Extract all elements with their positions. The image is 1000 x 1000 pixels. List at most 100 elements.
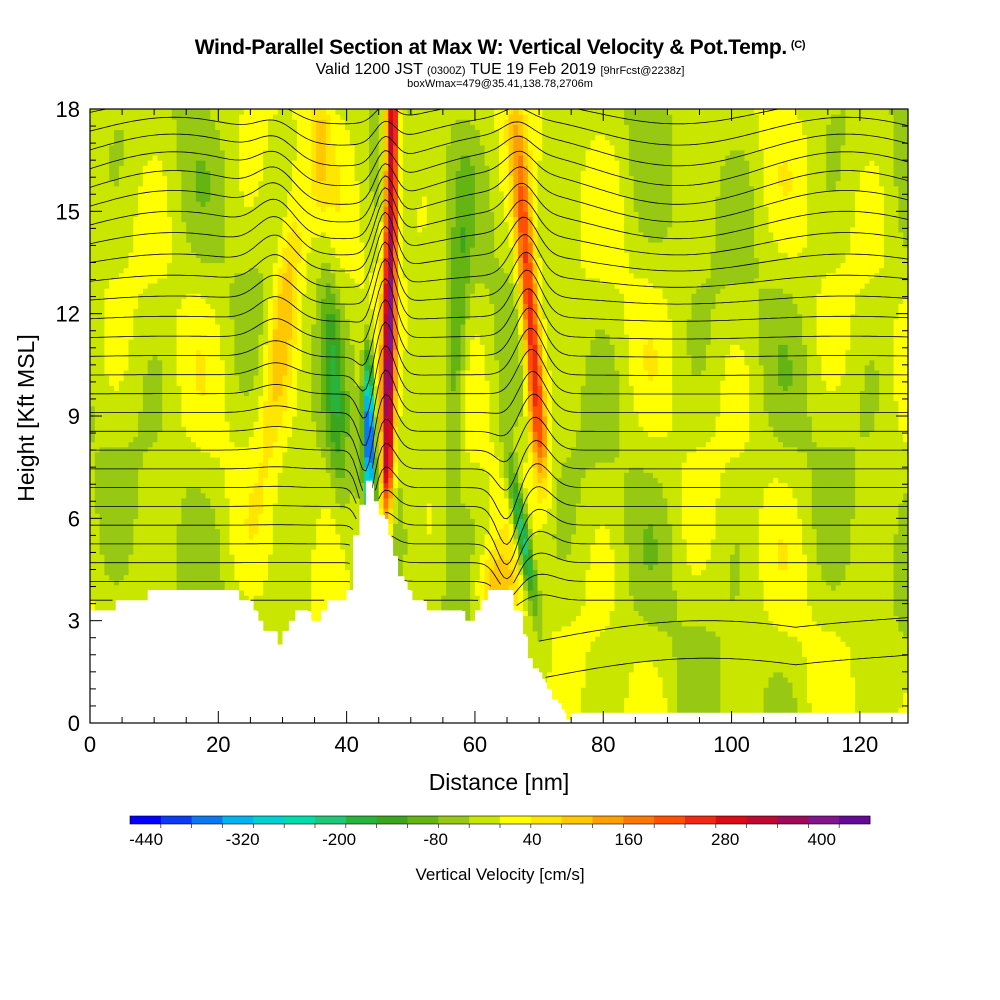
field-cell: [201, 319, 206, 325]
field-cell: [292, 242, 297, 248]
field-cell: [129, 472, 134, 478]
field-cell: [186, 191, 191, 197]
field-cell: [302, 508, 307, 514]
field-cell: [172, 298, 177, 304]
field-cell: [225, 406, 230, 412]
field-cell: [239, 498, 244, 504]
field-cell: [153, 339, 158, 345]
field-cell: [292, 416, 297, 422]
field-cell: [143, 135, 148, 141]
field-cell: [283, 523, 288, 529]
field-cell: [210, 585, 215, 591]
field-cell: [95, 406, 100, 412]
field-cell: [220, 268, 225, 274]
field-cell: [191, 216, 196, 222]
field-cell: [90, 447, 95, 453]
field-cell: [258, 534, 263, 540]
field-cell: [129, 503, 134, 509]
field-cell: [239, 350, 244, 356]
field-cell: [157, 406, 162, 412]
field-cell: [331, 114, 336, 120]
field-cell: [287, 437, 292, 443]
field-cell: [273, 355, 278, 361]
field-cell: [186, 457, 191, 463]
field-cell: [124, 365, 129, 371]
field-cell: [119, 401, 124, 407]
field-cell: [263, 283, 268, 289]
field-cell: [234, 488, 239, 494]
field-cell: [225, 488, 230, 494]
field-cell: [172, 170, 177, 176]
field-cell: [254, 401, 259, 407]
field-cell: [191, 442, 196, 448]
field-cell: [95, 575, 100, 581]
field-cell: [206, 160, 211, 166]
field-cell: [206, 508, 211, 514]
field-cell: [244, 523, 249, 529]
field-cell: [148, 421, 153, 427]
field-cell: [316, 600, 321, 606]
field-cell: [215, 140, 220, 146]
field-cell: [138, 416, 143, 422]
field-cell: [129, 227, 134, 233]
field-cell: [316, 324, 321, 330]
field-cell: [321, 554, 326, 560]
field-cell: [297, 559, 302, 565]
field-cell: [215, 324, 220, 330]
field-cell: [148, 390, 153, 396]
field-cell: [234, 319, 239, 325]
field-cell: [326, 406, 331, 412]
field-cell: [220, 222, 225, 228]
field-cell: [220, 488, 225, 494]
field-cell: [331, 544, 336, 550]
field-cell: [297, 534, 302, 540]
field-cell: [177, 109, 182, 115]
field-cell: [292, 554, 297, 560]
field-cell: [230, 365, 235, 371]
field-cell: [249, 498, 254, 504]
field-cell: [172, 324, 177, 330]
field-cell: [143, 109, 148, 115]
field-cell: [283, 534, 288, 540]
field-cell: [258, 605, 263, 611]
field-cell: [133, 406, 138, 412]
field-cell: [138, 155, 143, 161]
field-cell: [109, 319, 114, 325]
field-cell: [273, 616, 278, 622]
field-cell: [196, 350, 201, 356]
field-cell: [283, 191, 288, 197]
field-cell: [258, 268, 263, 274]
field-cell: [230, 298, 235, 304]
field-cell: [258, 211, 263, 217]
field-cell: [177, 283, 182, 289]
field-cell: [268, 626, 273, 632]
field-cell: [167, 493, 172, 499]
field-cell: [321, 477, 326, 483]
field-cell: [326, 360, 331, 366]
field-cell: [326, 437, 331, 443]
field-cell: [220, 257, 225, 263]
field-cell: [297, 314, 302, 320]
field-cell: [157, 575, 162, 581]
field-cell: [201, 477, 206, 483]
field-cell: [104, 314, 109, 320]
field-cell: [230, 406, 235, 412]
field-cell: [95, 344, 100, 350]
field-cell: [196, 181, 201, 187]
field-cell: [215, 268, 220, 274]
field-cell: [321, 503, 326, 509]
field-cell: [302, 411, 307, 417]
field-cell: [114, 339, 119, 345]
field-cell: [162, 191, 167, 197]
field-cell: [258, 360, 263, 366]
field-cell: [321, 206, 326, 212]
field-cell: [206, 273, 211, 279]
field-cell: [234, 201, 239, 207]
field-cell: [283, 390, 288, 396]
field-cell: [244, 462, 249, 468]
field-cell: [153, 385, 158, 391]
field-cell: [273, 309, 278, 315]
field-cell: [143, 257, 148, 263]
field-cell: [263, 390, 268, 396]
field-cell: [177, 181, 182, 187]
